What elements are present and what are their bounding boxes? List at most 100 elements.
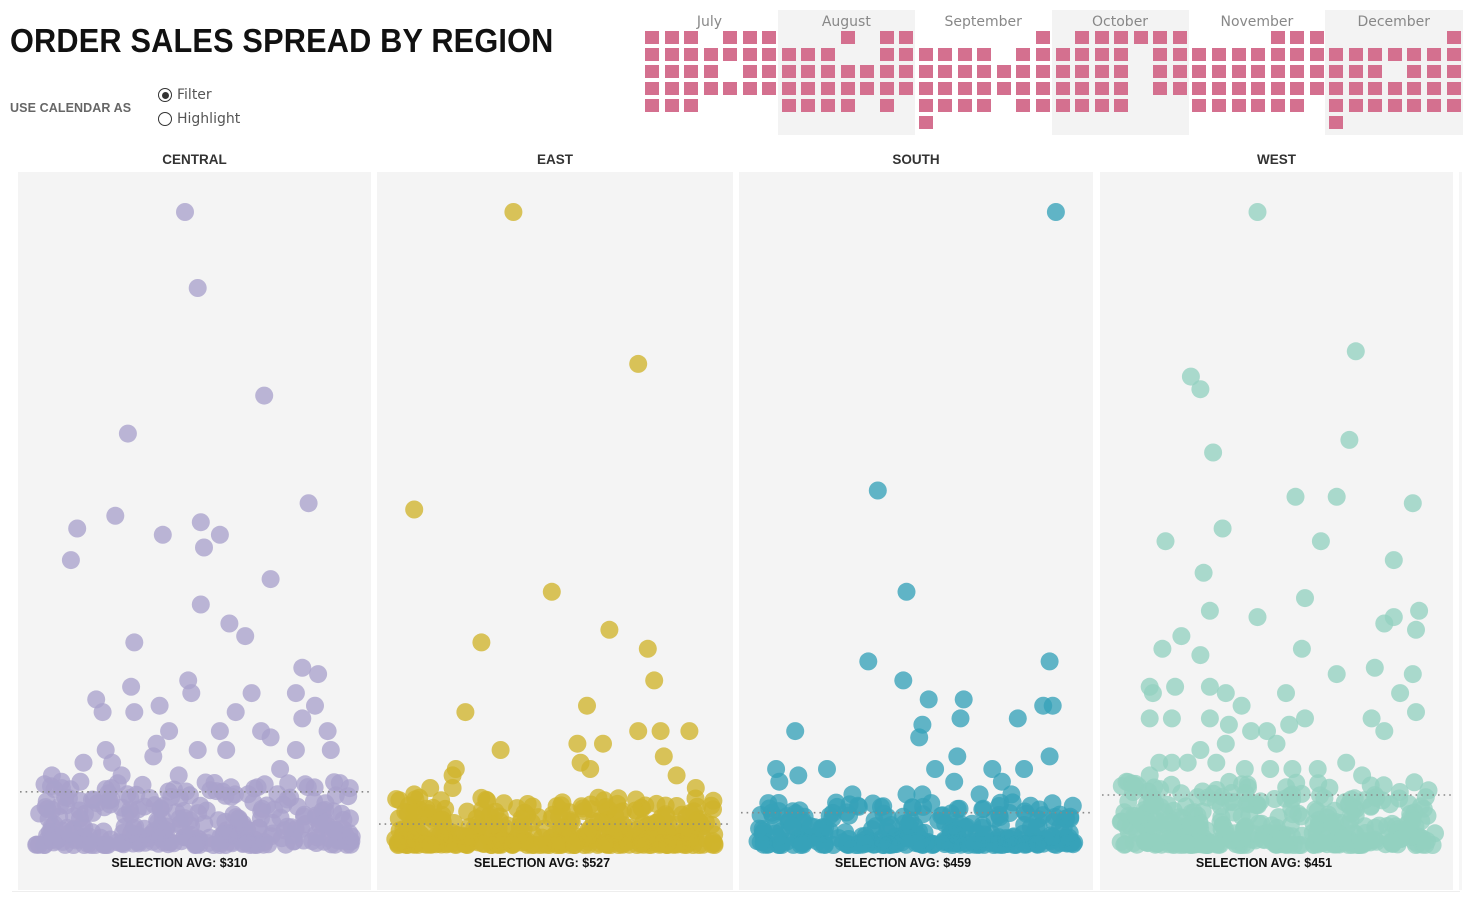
calendar-day-cell[interactable] <box>1387 48 1402 61</box>
data-point[interactable] <box>1375 722 1394 741</box>
data-point[interactable] <box>458 802 477 821</box>
calendar-day-cell[interactable] <box>684 31 699 44</box>
calendar-day-cell[interactable] <box>801 82 816 95</box>
data-point[interactable] <box>1176 797 1195 816</box>
calendar-day-cell[interactable] <box>1446 65 1461 78</box>
calendar-day-cell[interactable] <box>762 82 777 95</box>
data-point[interactable] <box>1034 696 1053 715</box>
calendar-day-cell[interactable] <box>1055 82 1070 95</box>
data-point[interactable] <box>1059 828 1078 847</box>
calendar-day-cell[interactable] <box>1055 48 1070 61</box>
calendar-day-cell[interactable] <box>1329 82 1344 95</box>
data-point[interactable] <box>595 791 614 810</box>
data-point[interactable] <box>293 709 312 728</box>
data-point[interactable] <box>1398 820 1417 838</box>
data-point[interactable] <box>1282 799 1301 818</box>
calendar-day-cell[interactable] <box>703 65 718 78</box>
calendar-day-cell[interactable] <box>664 31 679 44</box>
data-point[interactable] <box>594 734 612 753</box>
data-point[interactable] <box>205 774 224 792</box>
calendar-day-cell[interactable] <box>664 65 679 78</box>
data-point[interactable] <box>210 525 229 544</box>
data-point[interactable] <box>118 424 137 443</box>
data-point[interactable] <box>394 831 413 850</box>
data-point[interactable] <box>1111 833 1130 852</box>
calendar-day-cell[interactable] <box>1153 48 1168 61</box>
data-point[interactable] <box>839 830 858 848</box>
data-point[interactable] <box>860 834 879 852</box>
data-point[interactable] <box>478 831 497 850</box>
data-point[interactable] <box>329 831 348 850</box>
data-point[interactable] <box>175 809 194 828</box>
calendar-day-cell[interactable] <box>879 99 894 112</box>
data-point[interactable] <box>573 799 592 818</box>
calendar-day-cell[interactable] <box>742 48 757 61</box>
data-point[interactable] <box>316 794 335 813</box>
calendar-day-cell[interactable] <box>1016 48 1031 61</box>
calendar-day-cell[interactable] <box>957 65 972 78</box>
calendar-day-cell[interactable] <box>762 31 777 44</box>
data-point[interactable] <box>1008 709 1027 728</box>
calendar-day-cell[interactable] <box>1427 65 1441 78</box>
data-point[interactable] <box>249 819 268 838</box>
data-point[interactable] <box>102 790 121 809</box>
calendar-day-cell[interactable] <box>820 65 835 78</box>
calendar-day-cell[interactable] <box>781 99 796 112</box>
data-point[interactable] <box>492 831 511 850</box>
data-point[interactable] <box>211 834 230 853</box>
data-point[interactable] <box>704 791 723 810</box>
calendar-day-cell[interactable] <box>1231 48 1246 61</box>
data-point[interactable] <box>1153 639 1172 658</box>
data-point[interactable] <box>299 494 318 513</box>
calendar-day-cell[interactable] <box>1251 48 1266 61</box>
calendar-day-cell[interactable] <box>879 65 894 78</box>
data-point[interactable] <box>1242 722 1261 741</box>
data-point[interactable] <box>926 760 945 778</box>
data-point[interactable] <box>71 772 90 791</box>
data-point[interactable] <box>1194 563 1213 582</box>
data-point[interactable] <box>680 722 699 741</box>
data-point[interactable] <box>1216 734 1235 753</box>
data-point[interactable] <box>309 665 328 684</box>
calendar-day-cell[interactable] <box>899 82 914 95</box>
calendar-day-cell[interactable] <box>1251 65 1266 78</box>
data-point[interactable] <box>609 821 628 840</box>
calendar-day-cell[interactable] <box>1348 82 1363 95</box>
calendar-day-cell[interactable] <box>1290 31 1305 44</box>
data-point[interactable] <box>472 633 491 652</box>
data-point[interactable] <box>954 690 973 709</box>
calendar-day-cell[interactable] <box>1075 65 1090 78</box>
data-point[interactable] <box>94 822 113 841</box>
data-point[interactable] <box>859 652 878 671</box>
data-point[interactable] <box>188 279 207 297</box>
calendar-day-cell[interactable] <box>1055 65 1070 78</box>
data-point[interactable] <box>421 779 440 797</box>
data-point[interactable] <box>945 772 964 791</box>
calendar-day-cell[interactable] <box>1075 82 1090 95</box>
data-point[interactable] <box>1327 665 1346 684</box>
data-point[interactable] <box>1272 830 1290 849</box>
data-point[interactable] <box>1040 652 1059 671</box>
data-point[interactable] <box>321 741 340 759</box>
calendar-day-cell[interactable] <box>1368 48 1383 61</box>
calendar-day-cell[interactable] <box>957 99 972 112</box>
calendar-day-cell[interactable] <box>664 48 679 61</box>
data-point[interactable] <box>629 354 648 373</box>
data-point[interactable] <box>1311 532 1330 551</box>
data-point[interactable] <box>387 790 406 809</box>
calendar-day-cell[interactable] <box>1172 65 1187 78</box>
data-point[interactable] <box>404 803 423 822</box>
data-point[interactable] <box>125 703 144 722</box>
data-point[interactable] <box>784 835 803 854</box>
data-point[interactable] <box>1140 766 1159 785</box>
calendar-day-cell[interactable] <box>684 99 699 112</box>
data-point[interactable] <box>593 813 612 832</box>
data-point[interactable] <box>121 805 140 824</box>
data-point[interactable] <box>654 747 673 766</box>
data-point[interactable] <box>427 809 446 828</box>
calendar-day-cell[interactable] <box>1329 99 1344 112</box>
data-point[interactable] <box>1403 665 1422 684</box>
data-point[interactable] <box>1172 627 1191 646</box>
calendar-day-cell[interactable] <box>723 48 738 61</box>
data-point[interactable] <box>236 627 255 646</box>
